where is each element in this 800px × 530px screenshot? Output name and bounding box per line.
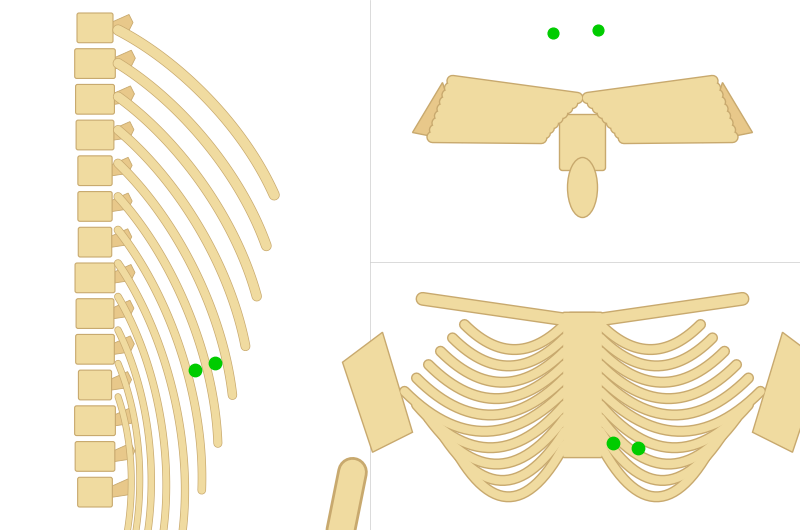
FancyBboxPatch shape <box>78 227 112 257</box>
Polygon shape <box>113 86 134 104</box>
Polygon shape <box>110 229 132 248</box>
FancyBboxPatch shape <box>74 49 115 78</box>
Polygon shape <box>112 300 134 319</box>
Polygon shape <box>110 479 132 498</box>
Point <box>631 444 644 452</box>
FancyBboxPatch shape <box>75 263 115 293</box>
FancyBboxPatch shape <box>74 406 115 436</box>
FancyBboxPatch shape <box>76 299 114 329</box>
Polygon shape <box>753 332 800 452</box>
Polygon shape <box>110 157 132 176</box>
FancyBboxPatch shape <box>569 312 597 444</box>
FancyBboxPatch shape <box>562 312 602 457</box>
Polygon shape <box>113 443 135 462</box>
FancyBboxPatch shape <box>75 84 114 114</box>
FancyBboxPatch shape <box>76 120 114 150</box>
Polygon shape <box>112 122 134 140</box>
Ellipse shape <box>567 157 598 217</box>
Point <box>209 359 222 367</box>
FancyBboxPatch shape <box>78 478 112 507</box>
Polygon shape <box>702 83 753 143</box>
FancyBboxPatch shape <box>78 370 111 400</box>
Polygon shape <box>114 50 135 69</box>
FancyBboxPatch shape <box>75 441 115 471</box>
Point <box>606 438 619 447</box>
FancyBboxPatch shape <box>76 334 114 364</box>
FancyBboxPatch shape <box>78 156 112 186</box>
FancyBboxPatch shape <box>559 114 606 171</box>
FancyBboxPatch shape <box>77 13 113 43</box>
Polygon shape <box>413 83 462 143</box>
Polygon shape <box>112 336 134 355</box>
Polygon shape <box>114 408 135 426</box>
Polygon shape <box>342 332 413 452</box>
Polygon shape <box>110 372 131 391</box>
Point <box>546 29 559 37</box>
Polygon shape <box>111 14 133 33</box>
Bar <box>0 0 360 530</box>
Point <box>189 366 202 374</box>
Polygon shape <box>110 193 132 212</box>
FancyBboxPatch shape <box>78 191 112 222</box>
Point <box>591 26 604 34</box>
Polygon shape <box>113 264 135 283</box>
